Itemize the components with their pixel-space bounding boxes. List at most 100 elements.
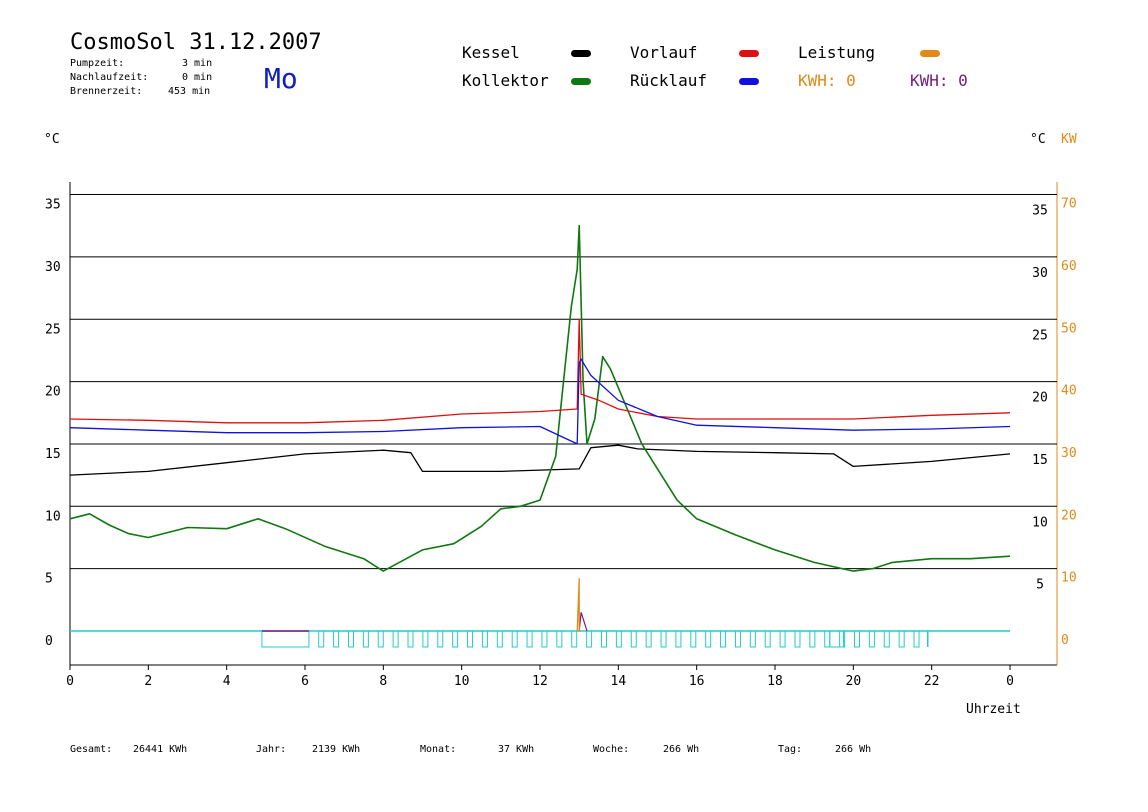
pump-cycle [556, 630, 563, 648]
after-run-label: Nachlaufzeit: [70, 72, 149, 83]
x-tick-label: 4 [223, 674, 231, 689]
footer-woche-value: 266 Wh [663, 744, 700, 755]
x-tick-label: 20 [846, 674, 862, 689]
pump-cycle [333, 630, 340, 648]
pump-value: 3 min [182, 58, 213, 69]
pump-cycle [868, 630, 875, 648]
series-vorlauf [69, 318, 1011, 424]
footer-tag-label: Tag: [778, 744, 803, 755]
footer-monat-label: Monat: [420, 744, 457, 755]
pump-cycle [422, 630, 429, 648]
legend-kessel-swatch [571, 50, 591, 57]
pump-cycle [809, 630, 816, 648]
y-tick-right: 10 [1032, 515, 1048, 530]
x-tick-label: 2 [144, 674, 152, 689]
pump-cycle [779, 630, 786, 648]
pump-cycle [883, 630, 890, 648]
series-kollektor [69, 224, 1011, 572]
series-kessel [69, 444, 1011, 476]
pump-cycle [600, 630, 607, 648]
x-tick-label: 8 [379, 674, 387, 689]
y-tick-kw: 60 [1061, 259, 1077, 274]
y-tick-kw: 20 [1061, 508, 1077, 523]
right-kw-unit-label: KW [1061, 132, 1077, 147]
pump-block [829, 630, 845, 648]
x-tick-label: 0 [66, 674, 74, 689]
y-tick-left: 0 [45, 634, 53, 649]
right-unit-label: °C [1030, 132, 1046, 147]
pump-label: Pumpzeit: [70, 58, 125, 69]
x-tick-label: 0 [1006, 674, 1014, 689]
x-tick-label: 16 [689, 674, 705, 689]
y-tick-left: 5 [45, 572, 53, 587]
y-tick-right: 15 [1032, 453, 1048, 468]
pump-cycle [541, 630, 548, 648]
footer-jahr-value: 2139 KWh [312, 744, 361, 755]
burner-label: Brennerzeit: [70, 86, 143, 97]
pump-cycle [690, 630, 697, 648]
y-tick-right: 20 [1032, 391, 1048, 406]
footer-woche-label: Woche: [593, 744, 630, 755]
pump-cycle [720, 630, 727, 648]
y-tick-right: 30 [1032, 266, 1048, 281]
legend-kwh-purple: KWH: 0 [910, 71, 968, 90]
x-axis-label: Uhrzeit [966, 702, 1021, 717]
y-tick-kw: 70 [1061, 197, 1077, 212]
legend-kwh-orange: KWH: 0 [798, 71, 856, 90]
legend-ruecklauf: Rücklauf [630, 71, 708, 90]
y-tick-kw: 40 [1061, 384, 1077, 399]
y-tick-left: 35 [45, 198, 61, 213]
pump-cycle [645, 630, 652, 648]
pump-cycle [377, 630, 384, 648]
pump-cycle [913, 630, 920, 648]
pump-cycle [318, 630, 325, 648]
pump-block [261, 630, 310, 648]
y-tick-left: 10 [45, 509, 61, 524]
x-tick-label: 6 [301, 674, 309, 689]
legend-vorlauf-swatch [739, 50, 759, 57]
pump-cycle [586, 630, 593, 648]
pump-cycle [452, 630, 459, 648]
pump-cycle [407, 630, 414, 648]
pump-cycle [898, 630, 905, 648]
x-tick-label: 10 [454, 674, 470, 689]
pump-cycle [347, 630, 354, 648]
y-tick-left: 20 [45, 385, 61, 400]
x-tick-label: 18 [767, 674, 783, 689]
y-tick-kw: 0 [1061, 633, 1069, 648]
legend-ruecklauf-swatch [739, 78, 759, 85]
y-tick-right: 5 [1036, 578, 1044, 593]
y-tick-right: 35 [1032, 204, 1048, 219]
pump-cycle [496, 630, 503, 648]
footer-gesamt-value: 26441 KWh [133, 744, 188, 755]
power-spike-purple [578, 612, 588, 632]
footer-jahr-label: Jahr: [256, 744, 287, 755]
pump-cycle [824, 630, 831, 648]
pump-cycle [615, 630, 622, 648]
series-ruecklauf [69, 358, 1011, 445]
pump-cycle [511, 630, 518, 648]
legend-kollektor: Kollektor [462, 71, 549, 90]
legend-kollektor-swatch [571, 78, 591, 85]
pump-cycle [675, 630, 682, 648]
weekday: Mo [264, 62, 298, 95]
x-tick-label: 22 [924, 674, 940, 689]
y-tick-kw: 30 [1061, 446, 1077, 461]
legend-vorlauf: Vorlauf [630, 43, 698, 62]
pump-cycle [630, 630, 637, 648]
y-tick-kw: 50 [1061, 321, 1077, 336]
left-unit-label: °C [44, 132, 60, 147]
burner-value: 453 min [168, 86, 211, 97]
y-tick-right: 25 [1032, 328, 1048, 343]
x-tick-label: 12 [532, 674, 548, 689]
footer-tag-value: 266 Wh [835, 744, 872, 755]
footer-gesamt-label: Gesamt: [70, 744, 113, 755]
footer-monat-value: 37 KWh [498, 744, 535, 755]
pump-cycle [362, 630, 369, 648]
legend-leistung-swatch [920, 50, 940, 57]
pump-cycle [526, 630, 533, 648]
pump-cycle [467, 630, 474, 648]
after-run-value: 0 min [182, 72, 213, 83]
y-tick-left: 15 [45, 447, 61, 462]
